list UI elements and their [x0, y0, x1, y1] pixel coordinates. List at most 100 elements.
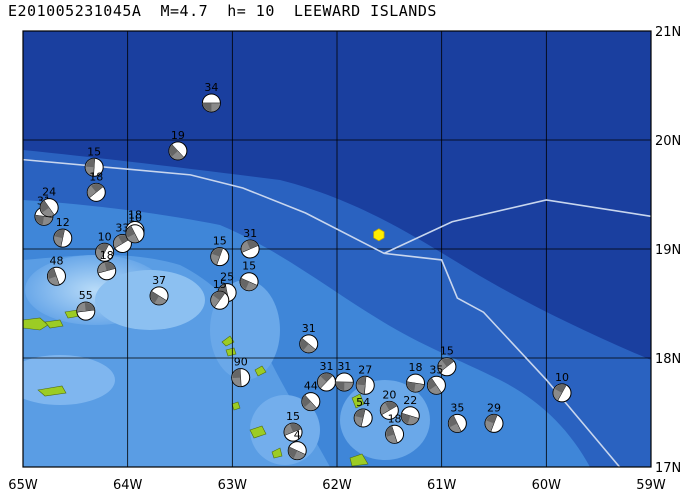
island-puerto-rico: [23, 317, 49, 331]
island-st-barts: [254, 365, 267, 377]
focal-mechanism[interactable]: 35: [426, 363, 446, 395]
depth-label: 31: [320, 360, 334, 373]
focal-mechanism[interactable]: 18: [385, 412, 405, 444]
focal-mechanism[interactable]: 15: [210, 278, 230, 310]
island-nevis: [271, 447, 283, 459]
depth-label: 55: [79, 289, 93, 302]
compression-quadrant: [300, 338, 309, 351]
depth-label: 31: [302, 322, 316, 335]
depth-label: 15: [213, 278, 227, 291]
focal-mechanism[interactable]: 15: [239, 260, 259, 292]
focal-mechanism[interactable]: 37: [149, 274, 169, 306]
longitude-label: 63W: [218, 478, 248, 493]
compression-quadrant: [386, 425, 395, 437]
compression-quadrant: [246, 240, 259, 249]
compression-quadrant: [554, 384, 567, 393]
compression-quadrant: [150, 291, 160, 303]
depth-label: 90: [234, 356, 248, 369]
focal-mechanism[interactable]: 31: [299, 322, 319, 354]
focal-mechanism[interactable]: 29: [484, 401, 504, 433]
focal-mechanism[interactable]: 35: [447, 401, 467, 433]
island-antigua: [349, 453, 369, 467]
compression-quadrant: [335, 381, 345, 391]
focal-mechanism[interactable]: 22: [400, 394, 420, 426]
focal-mechanism[interactable]: 18: [97, 249, 117, 281]
island-saba: [231, 401, 241, 411]
latitude-label: 19N: [655, 243, 681, 258]
compression-quadrant: [486, 414, 498, 424]
focal-mechanism[interactable]: 27: [355, 363, 375, 395]
focal-mechanism[interactable]: 19: [168, 129, 188, 161]
depth-label: 20: [382, 388, 396, 401]
focal-mechanism[interactable]: 15: [210, 235, 230, 267]
focal-mechanism[interactable]: 31: [317, 360, 337, 392]
compression-quadrant: [385, 402, 398, 411]
island-st-kitts: [249, 425, 267, 439]
focal-mechanism[interactable]: 10: [125, 212, 145, 244]
compression-quadrant: [35, 215, 44, 225]
compression-quadrant: [240, 278, 250, 290]
compression-quadrant: [406, 381, 416, 392]
focal-mechanism[interactable]: 4: [287, 429, 307, 461]
focal-mechanism[interactable]: 54: [353, 396, 373, 428]
focal-mechanism[interactable]: 90: [231, 356, 251, 388]
depth-label: 19: [171, 129, 185, 142]
island-culebra: [44, 319, 64, 329]
focal-mechanism[interactable]: 34: [201, 81, 221, 113]
focal-mechanism[interactable]: 15: [437, 345, 457, 377]
focal-mechanism[interactable]: 31: [334, 360, 354, 392]
shelf-east: [95, 270, 205, 330]
longitude-label: 60W: [532, 478, 562, 493]
longitude-label: 65W: [8, 478, 38, 493]
depth-label: 31: [243, 227, 257, 240]
compression-quadrant: [441, 358, 454, 367]
focal-mechanism[interactable]: 10: [95, 230, 115, 262]
compression-quadrant: [104, 262, 116, 271]
focal-mechanism[interactable]: 15: [84, 145, 104, 177]
focal-mechanism[interactable]: 12: [53, 216, 73, 248]
longitude-label: 62W: [322, 478, 352, 493]
depth-label: 29: [487, 401, 501, 414]
epicenter-hexagon[interactable]: [373, 228, 385, 242]
depth-label: 35: [450, 401, 464, 414]
longitude-label: 61W: [427, 478, 457, 493]
axis-labels: 65W 64W 63W 62W 61W 60W 59W 21N 20N 19N 18N 17N: [8, 25, 681, 493]
compression-quadrant: [357, 376, 367, 386]
focal-mechanism[interactable]: 10: [552, 371, 572, 403]
longitude-label: 59W: [636, 478, 666, 493]
depth-label: 15: [213, 235, 227, 248]
depth-label: 25: [220, 271, 234, 284]
map-title: E201005231045A M=4.7 h= 10 LEEWARD ISLAN…: [8, 2, 437, 20]
focal-mechanism[interactable]: 24: [39, 186, 59, 218]
focal-mechanism[interactable]: 55: [76, 289, 96, 321]
focal-mechanism[interactable]: 15: [283, 410, 303, 442]
compression-quadrant: [126, 225, 135, 238]
depth-label: 18: [89, 170, 103, 183]
longitude-label: 64W: [113, 478, 143, 493]
depth-label: 18: [388, 412, 402, 425]
depth-label: 15: [242, 260, 256, 273]
focal-mechanism[interactable]: 31: [240, 227, 260, 259]
focal-mechanism[interactable]: 18: [86, 170, 106, 202]
focal-mechanism[interactable]: 44: [301, 380, 321, 412]
depth-label: 4: [294, 429, 301, 442]
depth-label: 18: [100, 249, 114, 262]
latitude-label: 21N: [655, 25, 681, 40]
epicenter-marker: [373, 228, 385, 242]
depth-label: 10: [555, 371, 569, 384]
depth-label: 10: [98, 230, 112, 243]
compression-quadrant: [84, 303, 95, 312]
focal-mechanism[interactable]: 18: [406, 361, 425, 393]
focal-mechanism[interactable]: 48: [46, 254, 66, 286]
compression-quadrant: [86, 158, 95, 168]
depth-label: 48: [49, 254, 63, 267]
depth-label: 37: [152, 274, 166, 287]
compression-quadrant: [54, 229, 65, 239]
latitude-label: 20N: [655, 134, 681, 149]
depth-label: 10: [128, 212, 142, 225]
compression-quadrant: [48, 267, 57, 279]
depth-label: 34: [204, 81, 218, 94]
focal-mechanism[interactable]: 20: [379, 388, 399, 420]
depth-label: 12: [56, 216, 70, 229]
